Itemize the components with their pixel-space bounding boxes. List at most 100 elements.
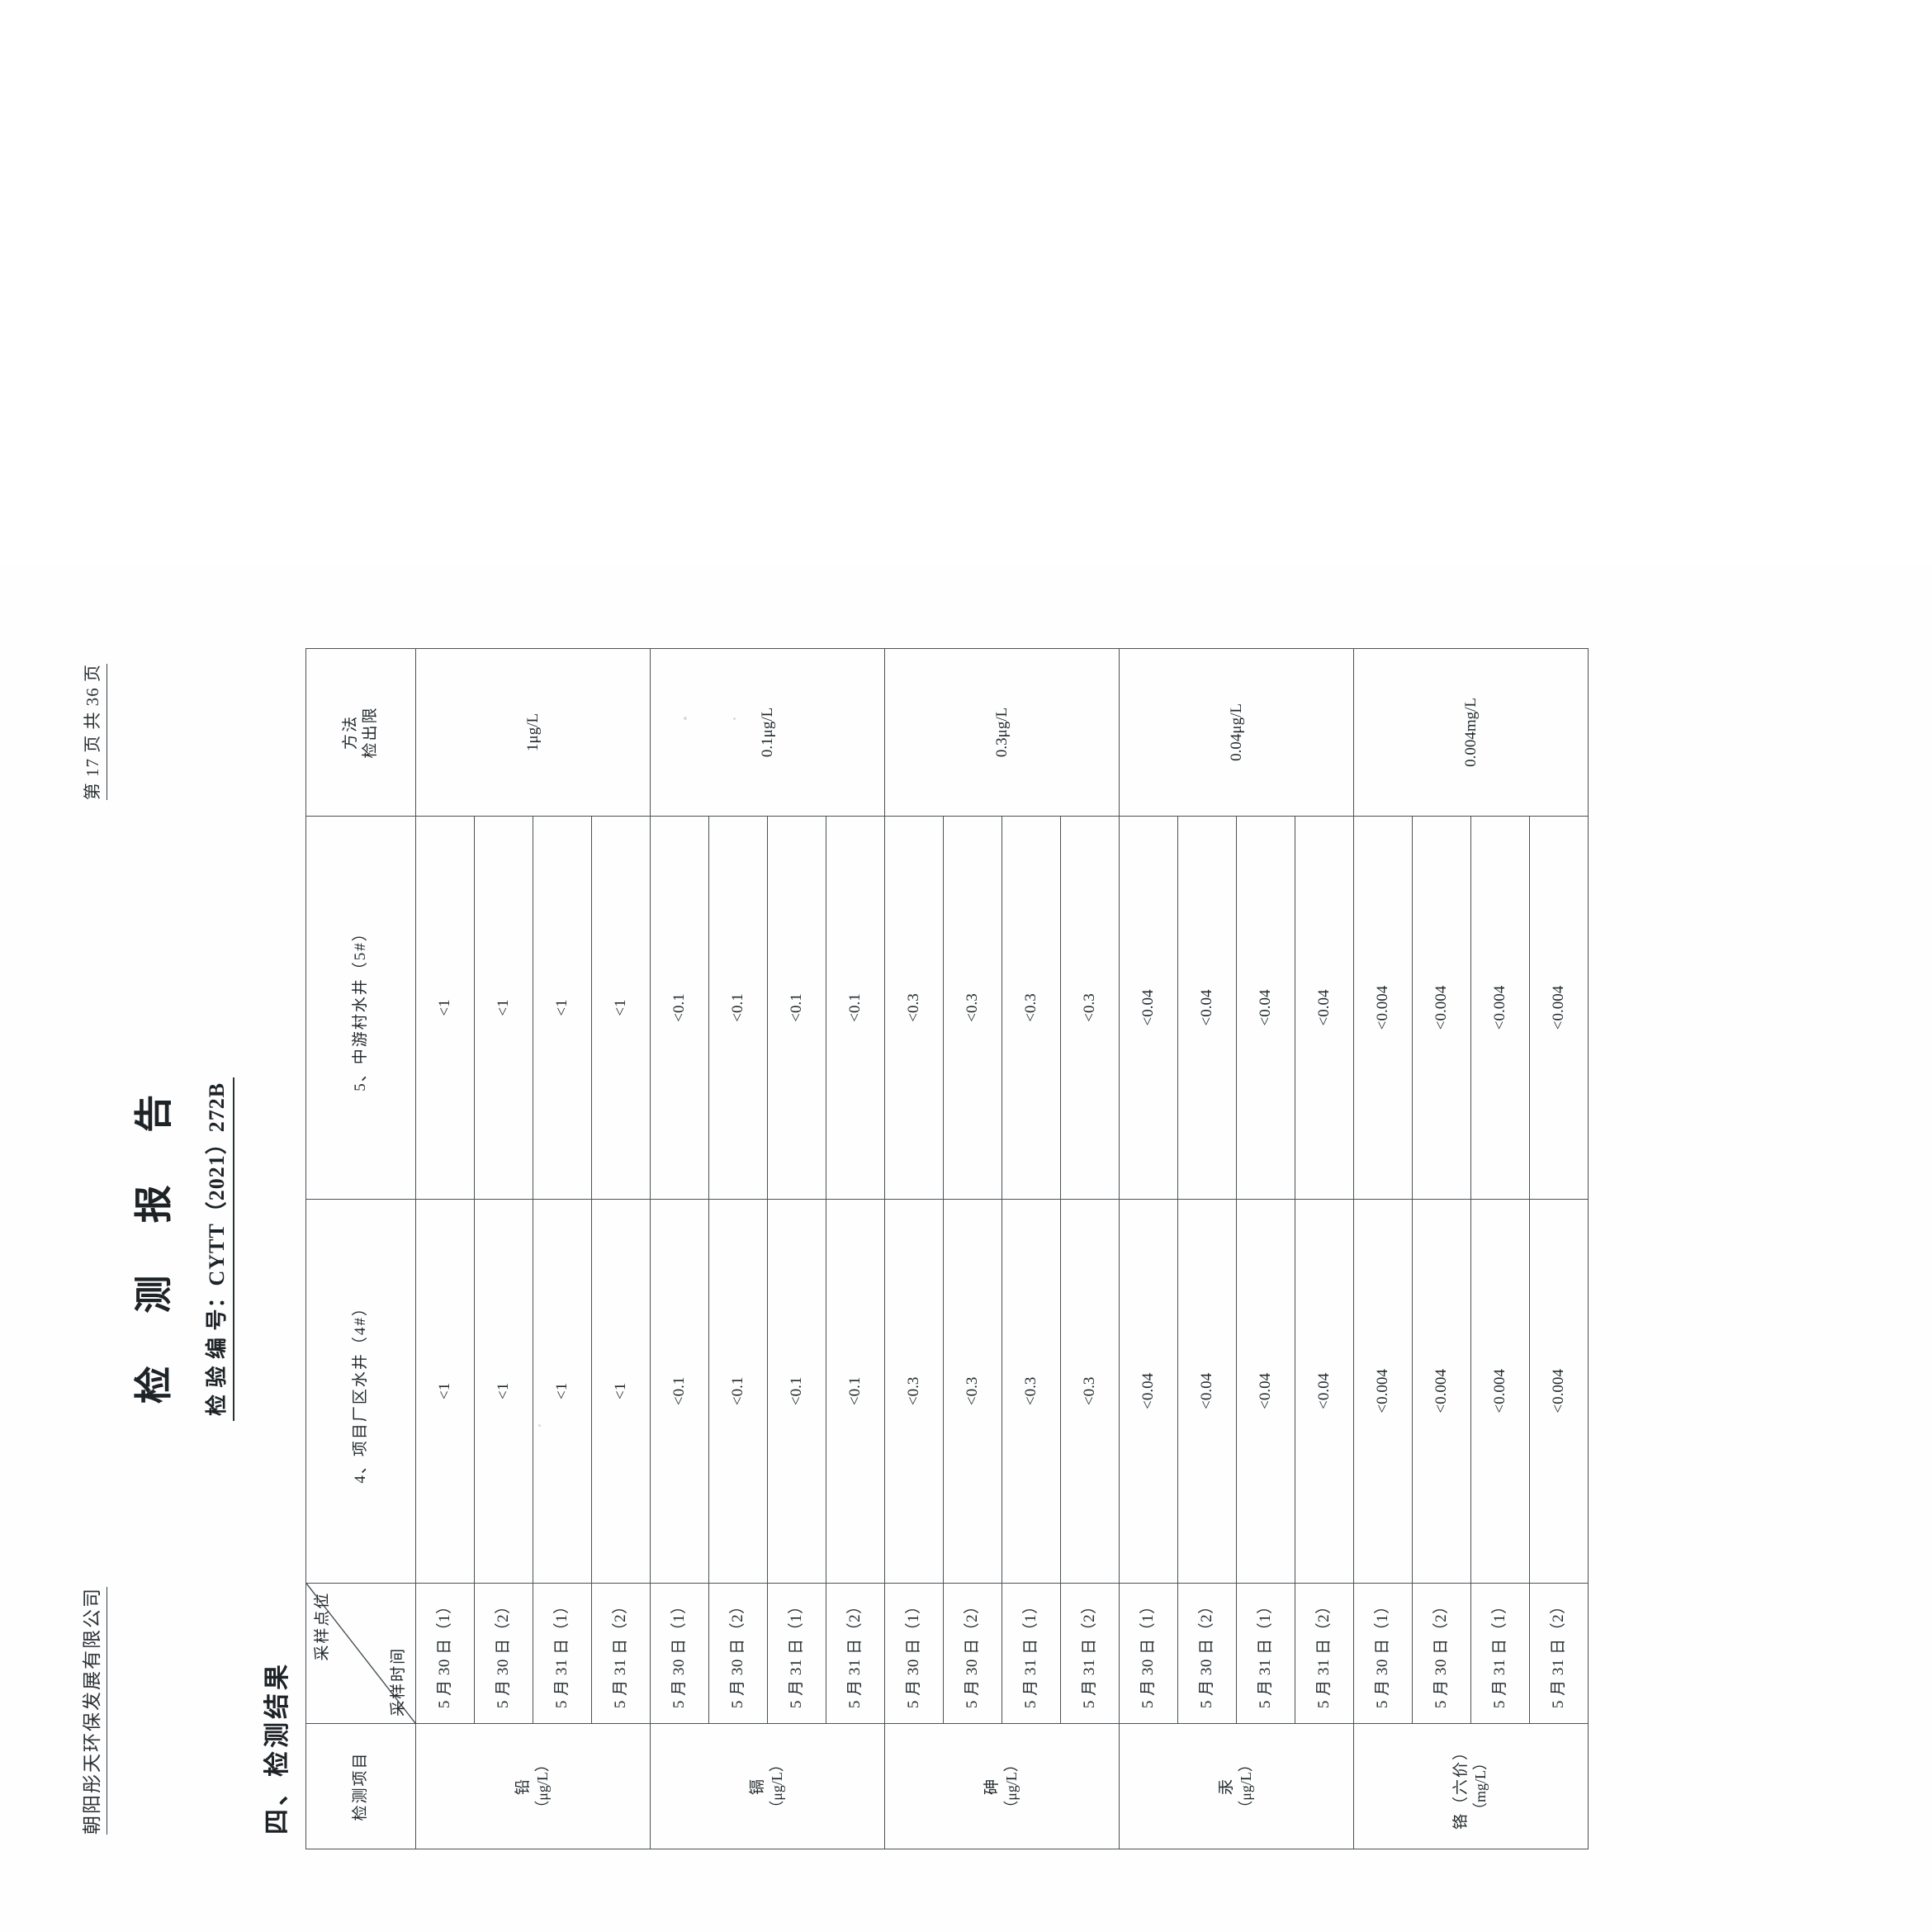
- sampling-time-cell: 5 月 30 日（2）: [1177, 1583, 1237, 1724]
- table-row: 铅（μg/L） 5 月 30 日（1） <1 <1 1μg/L: [415, 648, 651, 1849]
- value-cell-point-5: <0.04: [1295, 816, 1354, 1200]
- method-detection-limit-cell: 0.3μg/L: [884, 648, 1120, 817]
- table-header: 检测项目 采样时间 采样点位 4、项目厂区水井（4#） 5、中游村水井（5#） …: [305, 648, 416, 1849]
- table-row: 5 月 31 日（1） <1 <1: [533, 649, 592, 1849]
- value-cell-point-4: <0.04: [1119, 1199, 1178, 1584]
- value-cell-point-5: <0.04: [1177, 816, 1237, 1200]
- table-row: 5 月 31 日（2） <0.004 <0.004: [1529, 649, 1589, 1849]
- sampling-time-cell: 5 月 31 日（1）: [1002, 1583, 1061, 1724]
- parameter-name-cell: 铬（六价） （mg/L）: [1353, 1723, 1589, 1849]
- value-cell-point-5: <1: [591, 816, 651, 1200]
- value-cell-point-5: <0.1: [767, 816, 826, 1200]
- sampling-time-cell: 5 月 30 日（2）: [1412, 1583, 1471, 1724]
- mdl-header-line1: 方法: [342, 714, 360, 750]
- sampling-time-cell: 5 月 30 日（1）: [415, 1583, 475, 1724]
- sampling-time-cell: 5 月 31 日（2）: [591, 1583, 651, 1724]
- sampling-time-cell: 5 月 30 日（2）: [708, 1583, 768, 1724]
- parameter-name-cell: 汞（μg/L）: [1119, 1723, 1354, 1849]
- value-cell-point-5: <0.004: [1353, 816, 1413, 1200]
- value-cell-point-4: <0.3: [943, 1199, 1002, 1584]
- table-row: 5 月 31 日（1） <0.3 <0.3: [1002, 649, 1061, 1849]
- document-title: 检 测 报 告: [133, 1073, 175, 1404]
- value-cell-point-4: <0.004: [1470, 1199, 1530, 1584]
- value-cell-point-4: <0.04: [1295, 1199, 1354, 1584]
- company-name: 朝阳彤天环保发展有限公司: [76, 1587, 107, 1835]
- value-cell-point-4: <0.1: [767, 1199, 826, 1584]
- value-cell-point-5: <1: [533, 816, 592, 1200]
- sampling-time-cell: 5 月 30 日（1）: [884, 1583, 944, 1724]
- value-cell-point-5: <0.04: [1119, 816, 1178, 1200]
- table-row: 汞（μg/L） 5 月 30 日（1） <0.04 <0.04 0.04μg/L: [1119, 648, 1354, 1849]
- value-cell-point-5: <0.04: [1236, 816, 1295, 1200]
- value-cell-point-4: <0.1: [708, 1199, 768, 1584]
- parameter-name: 汞: [1218, 1777, 1236, 1795]
- parameter-unit: （μg/L）: [534, 1757, 552, 1816]
- parameter-unit: （μg/L）: [769, 1757, 786, 1816]
- parameter-name: 砷: [983, 1777, 1002, 1795]
- parameter-name-cell: 铅（μg/L）: [415, 1723, 651, 1849]
- sampling-time-cell: 5 月 30 日（1）: [1353, 1583, 1413, 1724]
- value-cell-point-5: <0.1: [708, 816, 768, 1200]
- table-row: 5 月 31 日（2） <0.3 <0.3: [1060, 649, 1120, 1849]
- value-cell-point-4: <0.3: [1002, 1199, 1061, 1584]
- sampling-time-cell: 5 月 30 日（1）: [650, 1583, 709, 1724]
- parameter-name: 镉: [749, 1777, 767, 1795]
- column-header-item: 检测项目: [305, 1723, 416, 1849]
- sampling-time-cell: 5 月 30 日（1）: [1119, 1583, 1178, 1724]
- table-row: 5 月 30 日（2） <0.3 <0.3: [943, 649, 1002, 1849]
- value-cell-point-4: <0.1: [826, 1199, 885, 1584]
- parameter-name-cell: 镉（μg/L）: [650, 1723, 885, 1849]
- value-cell-point-5: <1: [415, 816, 475, 1200]
- value-cell-point-4: <1: [415, 1199, 475, 1584]
- sampling-time-cell: 5 月 31 日（2）: [1060, 1583, 1120, 1724]
- table-row: 5 月 30 日（2） <0.1 <0.1: [708, 649, 768, 1849]
- sampling-time-cell: 5 月 31 日（2）: [1529, 1583, 1589, 1724]
- value-cell-point-5: <0.3: [943, 816, 1002, 1200]
- sampling-time-cell: 5 月 31 日（1）: [1236, 1583, 1295, 1724]
- value-cell-point-4: <1: [533, 1199, 592, 1584]
- method-detection-limit-cell: 0.004mg/L: [1353, 648, 1589, 817]
- parameter-name: 铬（六价）: [1452, 1742, 1470, 1830]
- table-row: 5 月 31 日（1） <0.004 <0.004: [1470, 649, 1530, 1849]
- title-block: 检 测 报 告 检 验 编 号：CYTT（2021）272B: [124, 566, 234, 1932]
- value-cell-point-5: <0.004: [1470, 816, 1530, 1200]
- table-row: 5 月 30 日（2） <0.04 <0.04: [1177, 649, 1237, 1849]
- page-number-label: 第 17 页 共 36 页: [79, 664, 107, 801]
- value-cell-point-5: <1: [474, 816, 533, 1200]
- parameter-unit: （μg/L）: [1238, 1757, 1255, 1816]
- sampling-time-cell: 5 月 31 日（2）: [1295, 1583, 1354, 1724]
- detection-results-table: 检测项目 采样时间 采样点位 4、项目厂区水井（4#） 5、中游村水井（5#） …: [305, 648, 1589, 1849]
- corner-label-sampling-time: 采样时间: [390, 1646, 408, 1717]
- table-row: 铬（六价） （mg/L） 5 月 30 日（1） <0.004 <0.004 0.004m…: [1353, 648, 1589, 1849]
- value-cell-point-5: <0.3: [884, 816, 944, 1200]
- column-header-point-5: 5、中游村水井（5#）: [305, 816, 416, 1200]
- table-row: 5 月 31 日（2） <1 <1: [591, 649, 651, 1849]
- value-cell-point-4: <0.3: [884, 1199, 944, 1584]
- mdl-header-line2: 检出限: [362, 706, 379, 759]
- value-cell-point-4: <0.04: [1177, 1199, 1237, 1584]
- parameter-unit: （μg/L）: [1003, 1757, 1020, 1816]
- value-cell-point-4: <0.3: [1060, 1199, 1120, 1584]
- parameter-unit: （mg/L）: [1472, 1754, 1489, 1817]
- page-header: 朝阳彤天环保发展有限公司 第 17 页 共 36 页: [76, 566, 107, 1932]
- corner-split-header: 采样时间 采样点位: [305, 1583, 416, 1724]
- table-header-row: 检测项目 采样时间 采样点位 4、项目厂区水井（4#） 5、中游村水井（5#） …: [305, 648, 416, 1849]
- value-cell-point-4: <0.004: [1529, 1199, 1589, 1584]
- column-header-mdl: 方法 检出限: [305, 648, 416, 817]
- method-detection-limit-cell: 0.1μg/L: [650, 648, 885, 817]
- value-cell-point-4: <0.004: [1353, 1199, 1413, 1584]
- table-row: 5 月 31 日（2） <0.1 <0.1: [826, 649, 885, 1849]
- value-cell-point-4: <1: [591, 1199, 651, 1584]
- method-detection-limit-cell: 0.04μg/L: [1119, 648, 1354, 817]
- value-cell-point-5: <0.1: [650, 816, 709, 1200]
- value-cell-point-5: <0.004: [1529, 816, 1589, 1200]
- section-heading: 四、检测结果: [263, 1661, 291, 1835]
- results-table-wrapper: 检测项目 采样时间 采样点位 4、项目厂区水井（4#） 5、中游村水井（5#） …: [305, 648, 1589, 1849]
- method-detection-limit-cell: 1μg/L: [415, 648, 651, 817]
- sampling-time-cell: 5 月 31 日（1）: [767, 1583, 826, 1724]
- sampling-time-cell: 5 月 30 日（2）: [943, 1583, 1002, 1724]
- parameter-name: 铅: [514, 1777, 533, 1795]
- table-row: 镉（μg/L） 5 月 30 日（1） <0.1 <0.1 0.1μg/L: [650, 648, 885, 1849]
- value-cell-point-5: <0.3: [1002, 816, 1061, 1200]
- table-row: 5 月 31 日（2） <0.04 <0.04: [1295, 649, 1354, 1849]
